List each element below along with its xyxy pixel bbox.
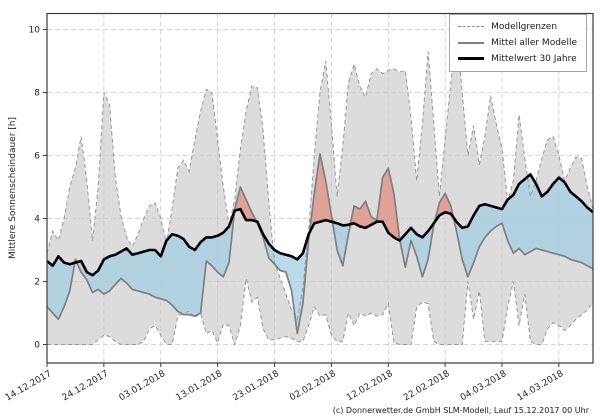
svg-text:04.03.2018: 04.03.2018 (459, 369, 509, 404)
svg-text:22.02.2018: 22.02.2018 (402, 369, 452, 404)
svg-text:14.03.2018: 14.03.2018 (516, 369, 566, 404)
y-axis-title: Mittlere Sonnenscheindauer [h] (8, 117, 18, 259)
svg-text:8: 8 (34, 89, 40, 99)
climate-mean-line (46, 173, 594, 277)
svg-text:4: 4 (34, 215, 40, 225)
svg-text:03.01.2018: 03.01.2018 (118, 369, 168, 404)
model-range-edges (46, 29, 594, 347)
model-mean-line (46, 153, 594, 335)
legend-item-model-bounds: Modellgrenzen (458, 20, 577, 33)
copyright-note: (c) Donnerwetter.de GmbH SLM-Modell, Lau… (332, 406, 589, 415)
black-line-swatch (458, 57, 485, 60)
svg-text:24.12.2017: 24.12.2017 (61, 369, 111, 403)
svg-text:6: 6 (34, 152, 40, 162)
svg-text:13.01.2018: 13.01.2018 (174, 369, 224, 404)
legend-item-model-mean: Mittel aller Modelle (458, 36, 577, 49)
svg-text:02.02.2018: 02.02.2018 (288, 369, 338, 404)
legend-label: Modellgrenzen (491, 21, 558, 32)
legend-label: Mittelwert 30 Jahre (491, 53, 577, 64)
svg-text:Mittlere Sonnenscheindauer [h]: Mittlere Sonnenscheindauer [h] (8, 117, 18, 259)
above-normal-fill (47, 153, 593, 276)
legend-label: Mittel aller Modelle (491, 37, 577, 48)
legend: Modellgrenzen Mittel aller Modelle Mitte… (449, 14, 587, 72)
svg-text:10: 10 (29, 26, 41, 36)
svg-text:2: 2 (34, 278, 40, 288)
plot-frame (46, 12, 594, 364)
gray-line-swatch (458, 41, 485, 44)
svg-text:12.02.2018: 12.02.2018 (345, 369, 395, 404)
svg-text:23.01.2018: 23.01.2018 (231, 369, 281, 404)
legend-item-climate-mean: Mittelwert 30 Jahre (458, 52, 577, 65)
dashed-line-swatch (458, 26, 485, 27)
svg-text:14.12.2017: 14.12.2017 (4, 369, 54, 403)
svg-text:0: 0 (34, 341, 40, 351)
below-normal-fill (47, 174, 593, 334)
